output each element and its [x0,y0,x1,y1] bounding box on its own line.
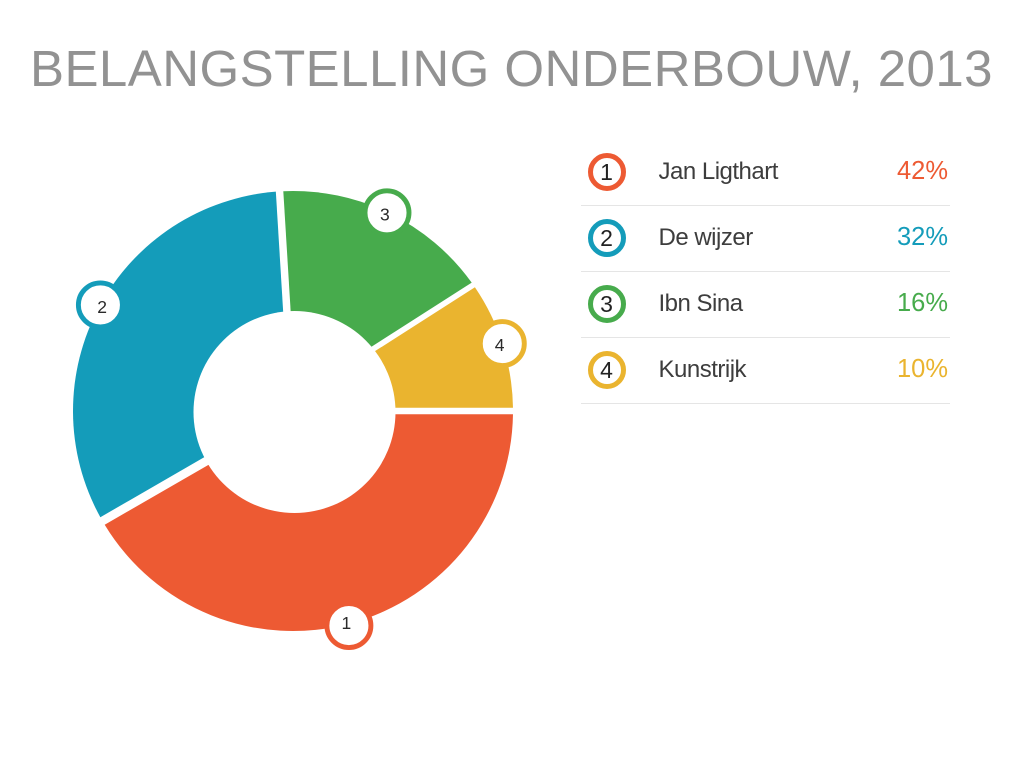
svg-text:2: 2 [97,297,107,317]
svg-text:1: 1 [342,613,352,633]
svg-text:3: 3 [380,204,390,224]
svg-text:4: 4 [495,335,505,355]
